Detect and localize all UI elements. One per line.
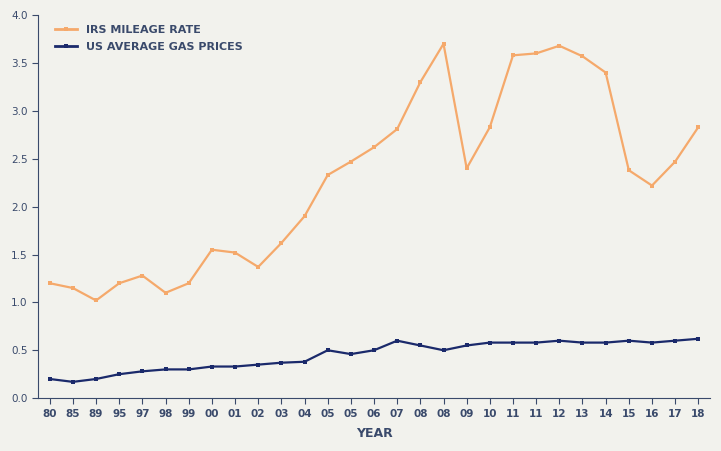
US AVERAGE GAS PRICES xyxy=(323,348,332,353)
IRS MILEAGE RATE xyxy=(462,166,471,171)
IRS MILEAGE RATE xyxy=(485,124,494,130)
Line: IRS MILEAGE RATE: IRS MILEAGE RATE xyxy=(48,41,701,303)
US AVERAGE GAS PRICES xyxy=(485,340,494,345)
IRS MILEAGE RATE xyxy=(347,159,355,164)
IRS MILEAGE RATE xyxy=(624,167,633,173)
IRS MILEAGE RATE xyxy=(439,41,448,46)
US AVERAGE GAS PRICES xyxy=(92,376,100,382)
IRS MILEAGE RATE xyxy=(162,290,170,295)
Line: US AVERAGE GAS PRICES: US AVERAGE GAS PRICES xyxy=(48,336,701,384)
IRS MILEAGE RATE xyxy=(578,54,587,59)
IRS MILEAGE RATE xyxy=(694,124,703,130)
X-axis label: YEAR: YEAR xyxy=(355,427,392,440)
US AVERAGE GAS PRICES xyxy=(509,340,518,345)
US AVERAGE GAS PRICES xyxy=(647,340,656,345)
US AVERAGE GAS PRICES xyxy=(254,362,262,367)
US AVERAGE GAS PRICES xyxy=(347,351,355,357)
IRS MILEAGE RATE xyxy=(671,159,679,164)
US AVERAGE GAS PRICES xyxy=(45,376,54,382)
IRS MILEAGE RATE xyxy=(393,126,402,132)
IRS MILEAGE RATE xyxy=(555,43,564,48)
US AVERAGE GAS PRICES xyxy=(138,368,146,374)
IRS MILEAGE RATE xyxy=(115,281,123,286)
IRS MILEAGE RATE xyxy=(68,285,77,291)
US AVERAGE GAS PRICES xyxy=(532,340,541,345)
US AVERAGE GAS PRICES xyxy=(439,348,448,353)
US AVERAGE GAS PRICES xyxy=(370,348,379,353)
IRS MILEAGE RATE xyxy=(254,264,262,270)
IRS MILEAGE RATE xyxy=(300,213,309,219)
US AVERAGE GAS PRICES xyxy=(115,372,123,377)
IRS MILEAGE RATE xyxy=(138,273,146,278)
US AVERAGE GAS PRICES xyxy=(208,364,216,369)
IRS MILEAGE RATE xyxy=(370,145,379,150)
US AVERAGE GAS PRICES xyxy=(68,379,77,385)
US AVERAGE GAS PRICES xyxy=(162,367,170,372)
US AVERAGE GAS PRICES xyxy=(300,359,309,364)
IRS MILEAGE RATE xyxy=(601,70,610,75)
US AVERAGE GAS PRICES xyxy=(416,343,425,348)
IRS MILEAGE RATE xyxy=(532,51,541,56)
IRS MILEAGE RATE xyxy=(231,250,239,255)
IRS MILEAGE RATE xyxy=(208,247,216,253)
IRS MILEAGE RATE xyxy=(45,281,54,286)
US AVERAGE GAS PRICES xyxy=(578,340,587,345)
US AVERAGE GAS PRICES xyxy=(694,336,703,341)
US AVERAGE GAS PRICES xyxy=(624,338,633,343)
US AVERAGE GAS PRICES xyxy=(393,338,402,343)
IRS MILEAGE RATE xyxy=(323,172,332,178)
US AVERAGE GAS PRICES xyxy=(462,343,471,348)
Legend: IRS MILEAGE RATE, US AVERAGE GAS PRICES: IRS MILEAGE RATE, US AVERAGE GAS PRICES xyxy=(50,21,247,56)
IRS MILEAGE RATE xyxy=(92,298,100,303)
US AVERAGE GAS PRICES xyxy=(601,340,610,345)
IRS MILEAGE RATE xyxy=(185,281,193,286)
US AVERAGE GAS PRICES xyxy=(185,367,193,372)
IRS MILEAGE RATE xyxy=(277,240,286,246)
IRS MILEAGE RATE xyxy=(416,79,425,85)
US AVERAGE GAS PRICES xyxy=(671,338,679,343)
US AVERAGE GAS PRICES xyxy=(231,364,239,369)
US AVERAGE GAS PRICES xyxy=(555,338,564,343)
IRS MILEAGE RATE xyxy=(509,53,518,58)
IRS MILEAGE RATE xyxy=(647,183,656,188)
US AVERAGE GAS PRICES xyxy=(277,360,286,365)
